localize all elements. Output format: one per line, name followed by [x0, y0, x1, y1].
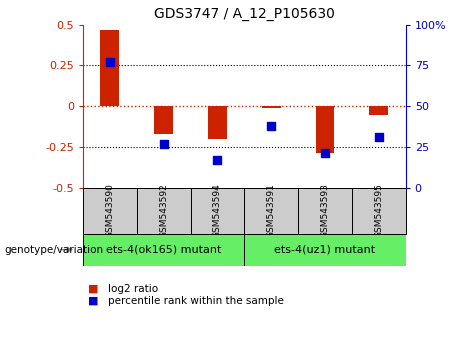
Bar — [154, 106, 173, 134]
Text: GSM543595: GSM543595 — [374, 183, 383, 238]
Text: GSM543593: GSM543593 — [320, 183, 330, 238]
Bar — [316, 106, 334, 153]
Bar — [352, 188, 406, 234]
Text: GSM543591: GSM543591 — [267, 183, 276, 238]
Point — [321, 150, 329, 156]
Point — [267, 123, 275, 129]
Title: GDS3747 / A_12_P105630: GDS3747 / A_12_P105630 — [154, 7, 335, 21]
Text: percentile rank within the sample: percentile rank within the sample — [108, 296, 284, 306]
Text: log2 ratio: log2 ratio — [108, 284, 159, 293]
Text: GSM543592: GSM543592 — [159, 183, 168, 238]
Text: ■: ■ — [88, 296, 98, 306]
Bar — [137, 188, 190, 234]
Text: ets-4(ok165) mutant: ets-4(ok165) mutant — [106, 245, 221, 255]
Bar — [244, 188, 298, 234]
Bar — [190, 188, 244, 234]
Bar — [83, 234, 244, 266]
Text: GSM543590: GSM543590 — [106, 183, 114, 238]
Bar — [83, 188, 137, 234]
Text: genotype/variation: genotype/variation — [5, 245, 104, 255]
Bar — [262, 106, 281, 108]
Point — [375, 134, 383, 140]
Text: ■: ■ — [88, 284, 98, 293]
Point — [160, 141, 167, 147]
Bar — [208, 106, 227, 139]
Point — [214, 157, 221, 163]
Text: ets-4(uz1) mutant: ets-4(uz1) mutant — [274, 245, 376, 255]
Point — [106, 59, 113, 65]
Text: GSM543594: GSM543594 — [213, 183, 222, 238]
Bar — [298, 188, 352, 234]
Bar — [100, 30, 119, 106]
Bar — [244, 234, 406, 266]
Bar — [369, 106, 388, 115]
